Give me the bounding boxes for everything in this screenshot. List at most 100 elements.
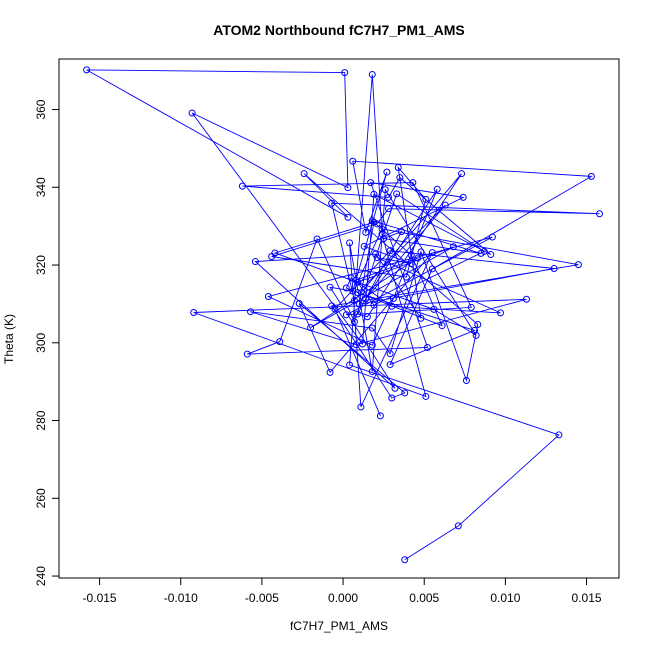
data-point — [472, 331, 480, 339]
x-axis-label: fC7H7_PM1_AMS — [290, 619, 388, 633]
data-point — [480, 247, 488, 255]
data-point — [342, 284, 350, 292]
data-point — [367, 179, 375, 187]
y-axis-label: Theta (K) — [2, 314, 16, 364]
data-point — [458, 170, 466, 178]
data-point — [190, 308, 198, 316]
data-point — [381, 186, 389, 194]
data-point — [188, 109, 196, 117]
data-point — [373, 254, 381, 262]
data-point — [342, 311, 350, 319]
series-line — [86, 69, 600, 561]
data-point — [386, 350, 394, 358]
data-point — [341, 69, 349, 77]
data-point — [354, 289, 362, 297]
data-point — [238, 182, 246, 190]
data-point — [428, 265, 436, 273]
data-point — [389, 294, 397, 302]
data-point — [409, 179, 417, 187]
y-tick-label: 240 — [34, 566, 48, 586]
data-point — [391, 384, 399, 392]
y-tick-label: 300 — [34, 332, 48, 352]
data-point — [471, 326, 479, 334]
data-point — [596, 210, 604, 218]
data-point — [385, 193, 393, 201]
data-point — [83, 66, 91, 74]
data-point — [372, 250, 380, 258]
data-point — [359, 340, 367, 348]
data-point — [459, 193, 467, 201]
data-point — [264, 293, 272, 301]
data-point — [430, 305, 438, 313]
data-point — [380, 235, 388, 243]
y-tick-label: 260 — [34, 488, 48, 508]
y-tick-label: 360 — [34, 99, 48, 119]
data-point — [354, 278, 362, 286]
data-point — [363, 313, 371, 321]
chart-title: ATOM2 Northbound fC7H7_PM1_AMS — [213, 22, 465, 38]
data-point — [295, 300, 303, 308]
x-tick-label: 0.010 — [490, 591, 520, 605]
data-point — [383, 168, 391, 176]
data-point — [550, 265, 558, 273]
data-point — [467, 303, 475, 311]
data-point — [487, 251, 495, 259]
data-point — [368, 217, 376, 225]
data-point — [414, 254, 422, 262]
data-point — [247, 308, 255, 316]
data-point — [360, 242, 368, 250]
x-tick-label: -0.010 — [164, 591, 198, 605]
data-point — [370, 218, 378, 226]
data-point — [474, 321, 482, 329]
data-point — [326, 283, 334, 291]
data-point — [344, 184, 352, 192]
data-point — [349, 287, 357, 295]
data-point — [349, 157, 357, 165]
data-point — [344, 213, 352, 221]
data-point — [433, 185, 441, 193]
y-tick-label: 340 — [34, 177, 48, 197]
data-point — [422, 392, 430, 400]
data-point — [386, 361, 394, 369]
data-point — [417, 314, 425, 322]
x-axis: -0.015 -0.010 -0.005 0.000 0.005 0.010 0.015 — [83, 577, 602, 605]
data-point — [393, 190, 401, 198]
data-point — [394, 163, 402, 171]
data-point — [441, 201, 449, 209]
x-tick-label: 0.005 — [409, 591, 439, 605]
data-point — [251, 258, 259, 266]
data-point — [243, 350, 251, 358]
data-point — [370, 301, 378, 309]
data-point — [362, 228, 370, 236]
data-point — [276, 338, 284, 346]
data-point — [352, 276, 360, 284]
x-tick-label: -0.015 — [83, 591, 117, 605]
data-point — [438, 322, 446, 330]
data-point — [331, 305, 339, 313]
series-layer — [83, 66, 604, 564]
x-tick-label: -0.005 — [245, 591, 279, 605]
data-point — [587, 172, 595, 180]
data-point — [449, 243, 457, 251]
data-point — [574, 261, 582, 269]
data-point — [346, 239, 354, 247]
data-point — [422, 195, 430, 203]
x-tick-label: 0.015 — [572, 591, 602, 605]
data-point — [346, 361, 354, 369]
data-point — [407, 259, 415, 267]
data-point — [417, 248, 425, 256]
data-point — [354, 310, 362, 318]
data-point — [378, 225, 386, 233]
data-point — [271, 249, 279, 257]
data-point — [370, 190, 378, 198]
data-point — [307, 324, 315, 332]
data-point — [388, 302, 396, 310]
x-tick-label: 0.000 — [328, 591, 358, 605]
data-point — [373, 220, 381, 228]
data-point — [402, 273, 410, 281]
data-point — [397, 228, 405, 236]
data-point — [357, 403, 365, 411]
data-point — [407, 251, 415, 259]
data-point — [497, 309, 505, 317]
y-tick-label: 280 — [34, 410, 48, 430]
